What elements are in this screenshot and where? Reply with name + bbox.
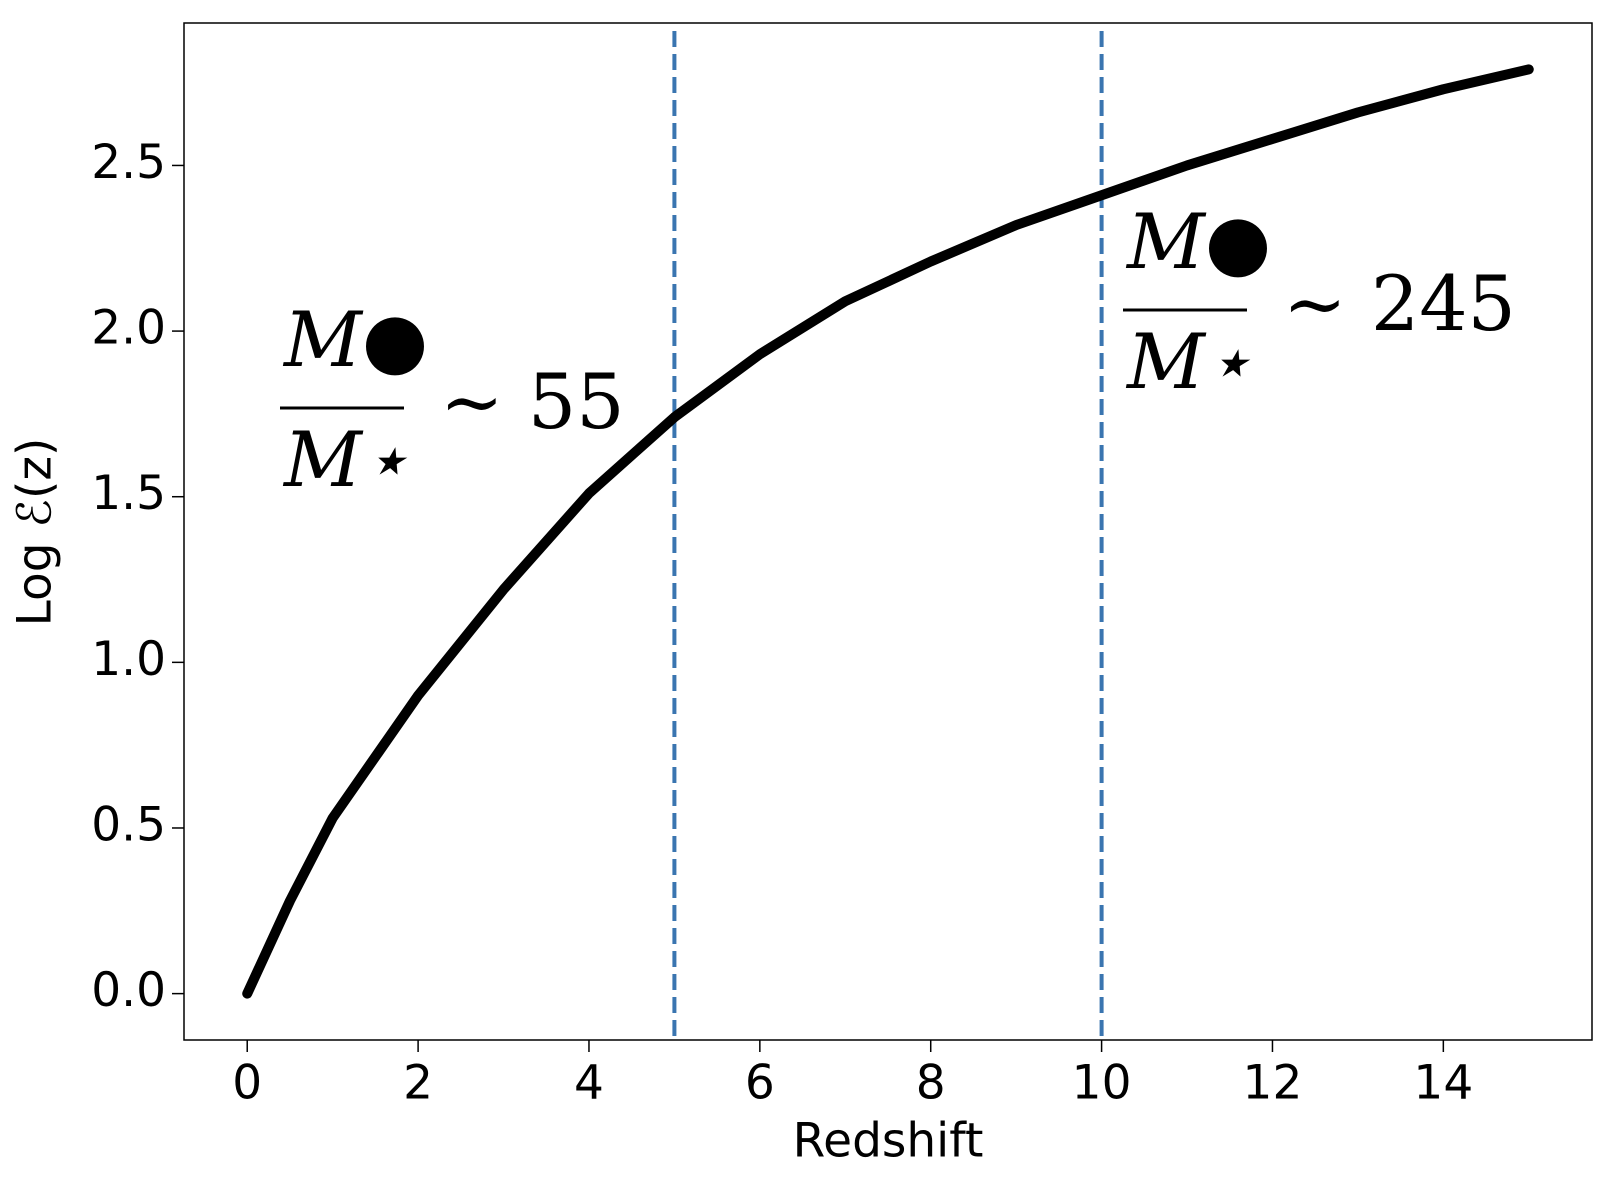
- annotation-denominator: M⋆: [1125, 317, 1252, 406]
- x-tick-label: 14: [1413, 1056, 1473, 1111]
- y-tick-label: 2.5: [91, 135, 166, 190]
- annotation-relation: ∼ 55: [440, 357, 625, 446]
- y-tick-label: 1.0: [91, 632, 166, 687]
- annotation-denominator: M⋆: [282, 415, 409, 504]
- x-axis-label: Redshift: [793, 1114, 984, 1169]
- x-tick-label: 0: [232, 1056, 262, 1111]
- x-tick-label: 4: [574, 1056, 604, 1111]
- y-tick-label: 2.0: [91, 301, 166, 356]
- y-tick-label: 0.0: [91, 963, 166, 1018]
- x-tick-label: 12: [1243, 1056, 1303, 1111]
- plot-frame: [183, 22, 1593, 1041]
- y-tick-label: 1.5: [91, 466, 166, 521]
- annotation-numerator: M●: [282, 295, 428, 384]
- x-tick-label: 2: [403, 1056, 433, 1111]
- x-tick-label: 6: [745, 1056, 775, 1111]
- x-tick-label: 10: [1072, 1056, 1132, 1111]
- data-line: [242, 64, 1534, 999]
- y-tick-label: 0.5: [91, 797, 166, 852]
- y-axis-label: Log ℰ(z): [8, 438, 63, 627]
- annotation-relation: ∼ 245: [1283, 259, 1516, 348]
- annotation-numerator: M●: [1125, 197, 1271, 286]
- x-tick-label: 8: [916, 1056, 946, 1111]
